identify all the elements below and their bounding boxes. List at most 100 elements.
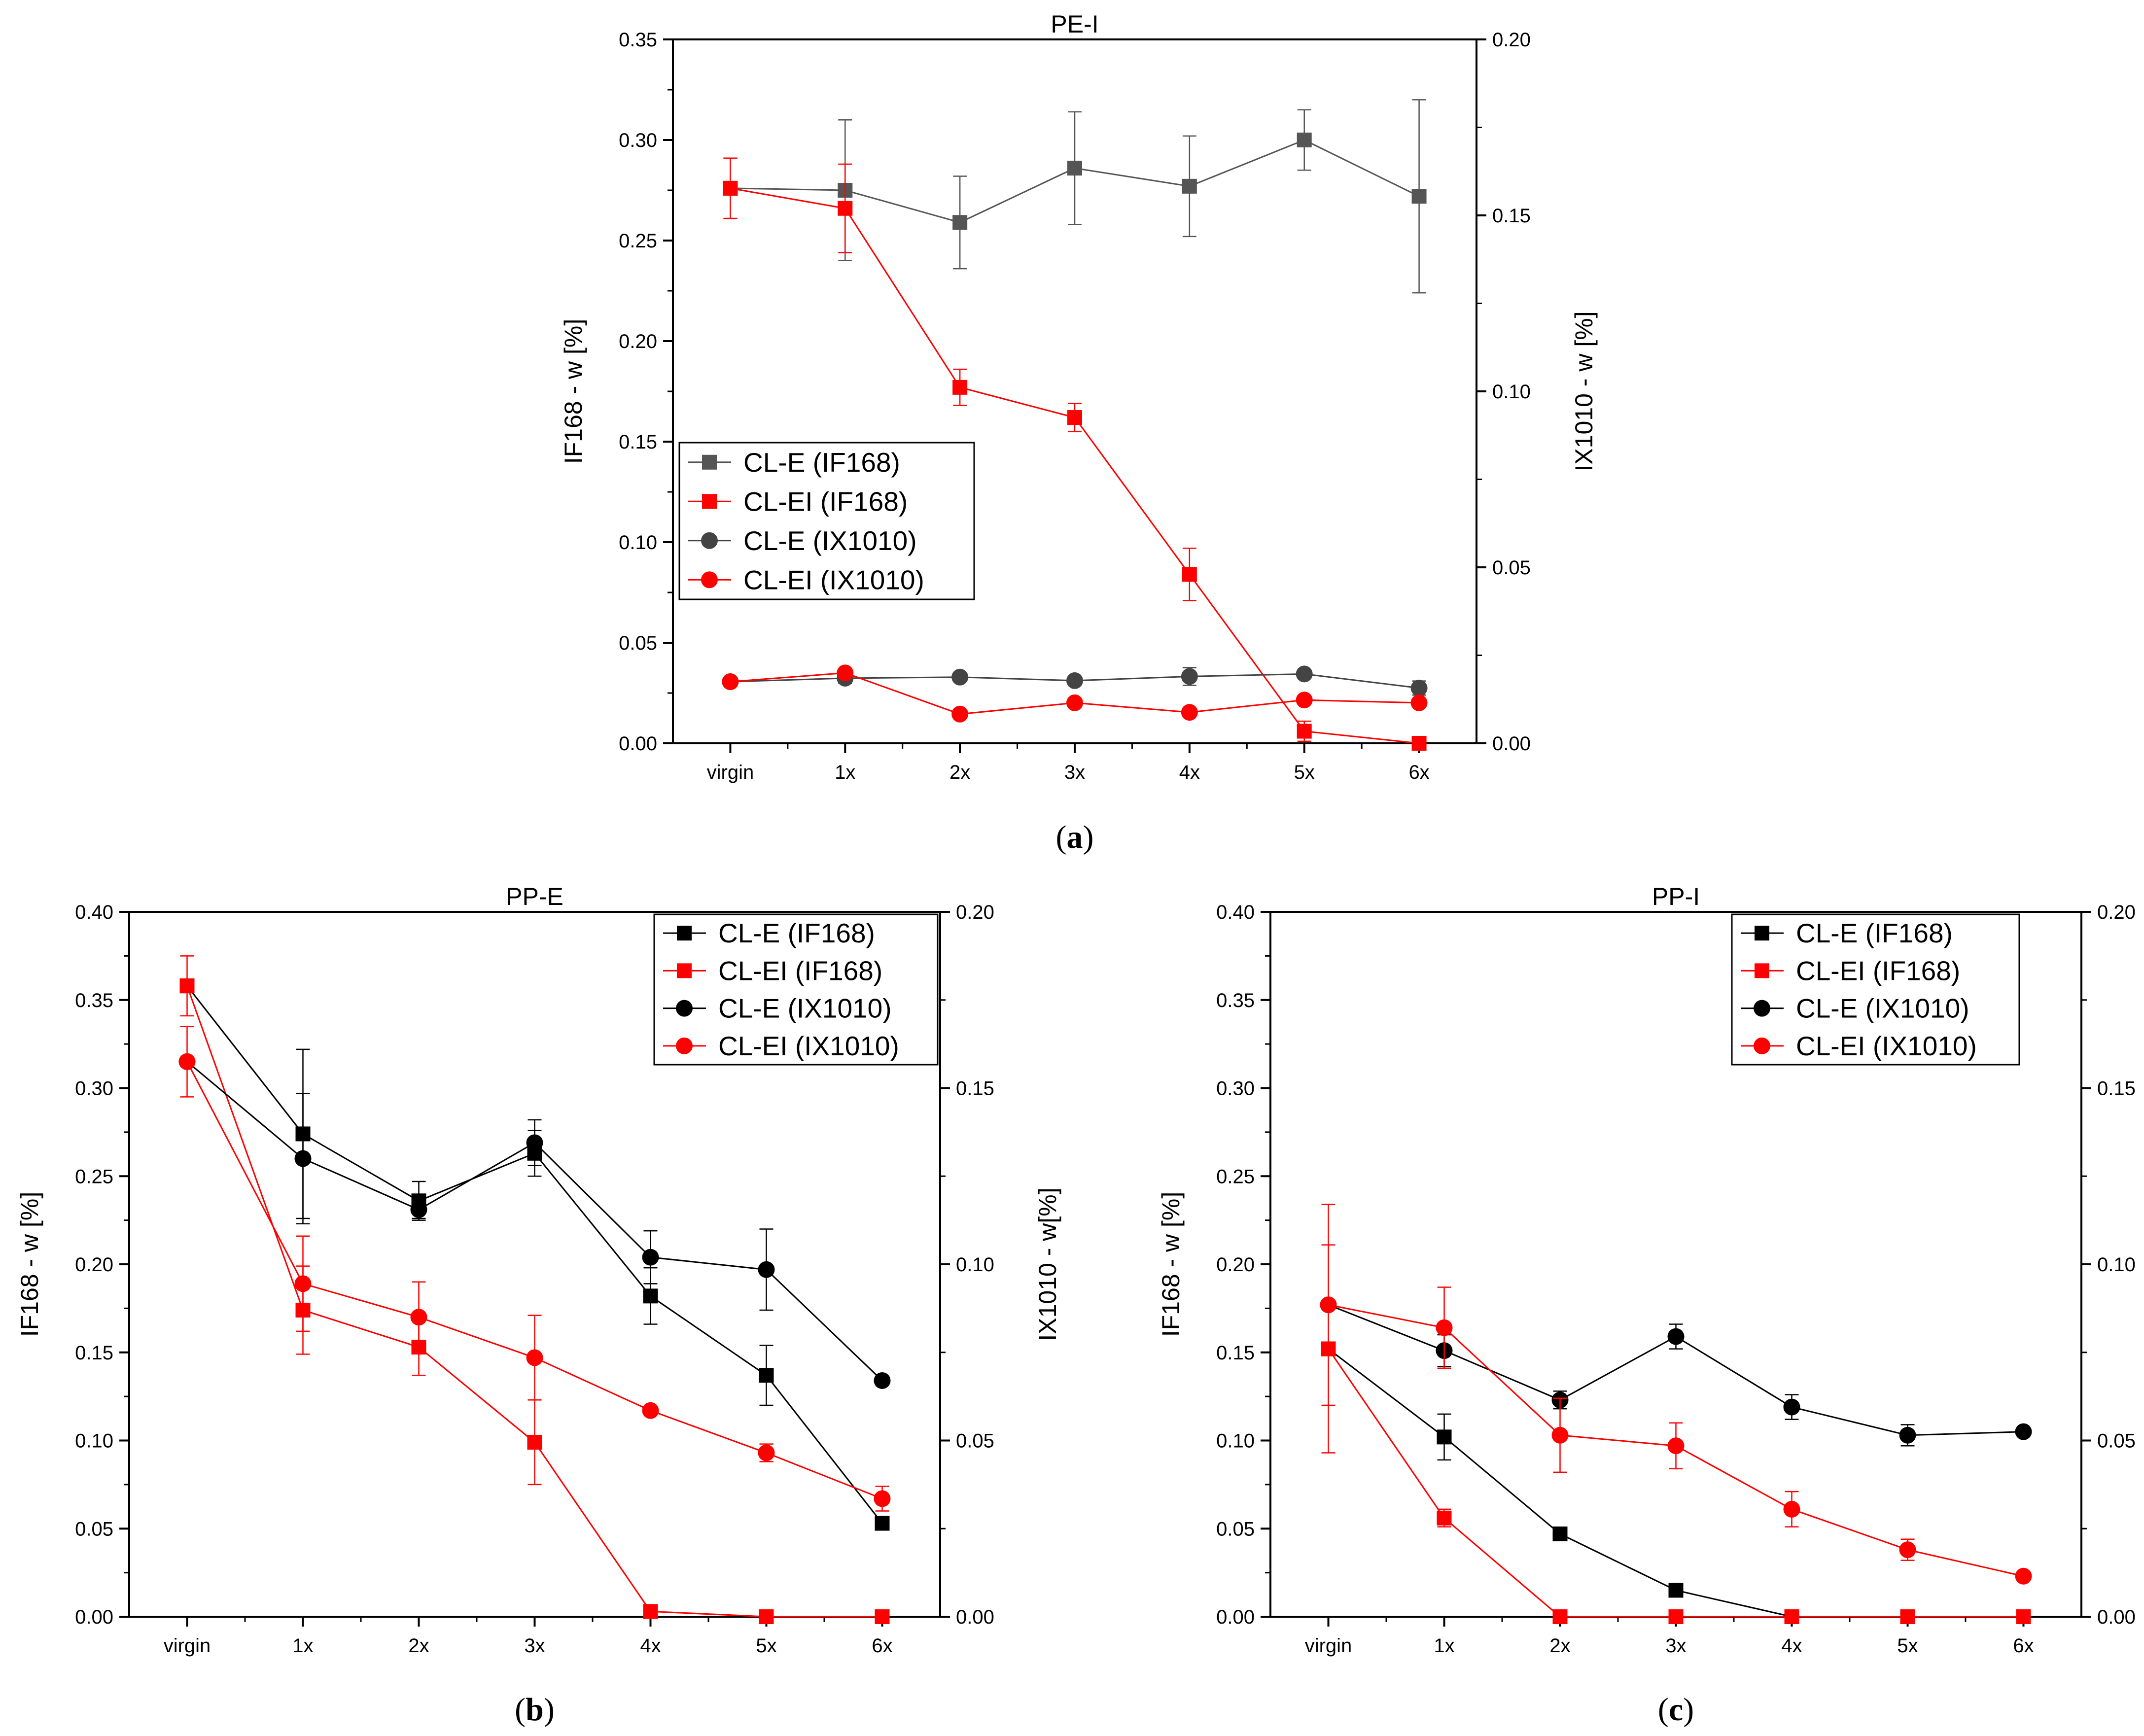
y-tick-label: 0.30 [75,1078,113,1100]
data-point [759,1368,774,1383]
data-point [874,1372,891,1389]
y-tick-label: 0.15 [1216,1342,1255,1364]
data-point [1552,1526,1568,1541]
y2-tick-label: 0.10 [956,1254,994,1276]
legend-label: CL-E (IF168) [743,447,900,478]
legend: CL-E (IF168) CL-EI (IF168) CL-E (IX1010) CL… [1731,913,2020,1066]
caption-letter: b [526,1692,544,1728]
chart-panel-a: PE-I 0.00 0.05 0.10 0.15 0.20 0.25 0.30 0.35 0.00… [560,10,1598,855]
data-point [178,1053,196,1070]
y2-tick-label: 0.00 [2097,1606,2136,1628]
caption-paren: ( [1658,1692,1669,1728]
y2-tick-label: 0.05 [1492,557,1531,579]
chart-panel-b: PP-E 0.00 0.05 0.10 0.15 0.20 0.25 0.30 0.35 0.40… [16,883,1061,1728]
y-tick-label: 0.30 [1216,1078,1255,1100]
caption-paren: ) [544,1692,555,1728]
legend: CL-E (IF168) CL-EI (IF168) CL-E (IX1010) CL… [678,442,975,600]
x-tick-label: 5x [1897,1635,1918,1657]
data-point [1066,672,1083,689]
data-point [1783,1398,1800,1416]
data-point [1182,178,1197,194]
legend-label: CL-EI (IF168) [743,486,908,517]
series-1 [1321,1244,2031,1624]
panel-caption: (a) [1056,819,1094,855]
data-point [1667,1437,1685,1455]
data-point [1067,161,1082,176]
caption-paren: ( [1056,819,1067,855]
chart-title: PE-I [1051,10,1098,38]
data-point [722,673,739,691]
data-point [951,668,969,686]
caption-paren: ( [515,1692,526,1728]
series-0 [1321,1341,2031,1624]
caption-paren: ) [1683,1692,1694,1728]
caption-paren: ) [1083,819,1094,855]
panel-caption: (b) [515,1692,555,1728]
legend-label: CL-E (IX1010) [718,993,892,1024]
x-tick-label: 1x [835,762,855,783]
y-tick-label: 0.30 [619,130,657,151]
data-point [1297,133,1312,147]
legend-label: CL-EI (IF168) [718,955,882,986]
data-point [1066,694,1083,711]
legend-marker [677,926,692,941]
series-3 [722,664,1428,723]
legend-marker [1754,1037,1770,1054]
data-point [1552,1609,1568,1624]
legend-marker [676,1000,693,1017]
data-point [758,1444,775,1461]
x-tick-label: 5x [756,1635,776,1657]
x-tick-label: 6x [1408,762,1429,783]
data-point [642,1402,659,1419]
data-point [1784,1609,1799,1624]
y-tick-label: 0.25 [1216,1166,1255,1187]
y2-tick-label: 0.00 [956,1606,994,1628]
legend-marker [676,1037,693,1054]
data-point [1410,679,1428,696]
legend-marker [702,454,717,470]
data-point [2015,1423,2032,1440]
y-tick-label: 0.40 [75,902,113,923]
legend-marker [1755,926,1769,941]
legend-label: CL-EI (IX1010) [743,564,924,595]
x-tick-label: 4x [640,1635,661,1657]
data-point [1667,1328,1685,1345]
data-point [526,1349,543,1366]
y2-tick-label: 0.05 [2097,1430,2136,1452]
legend-marker [677,963,692,978]
data-point [179,978,195,994]
y2-tick-label: 0.05 [956,1430,994,1452]
series-0 [723,99,1427,294]
data-point [759,1609,774,1624]
data-point [642,1249,659,1266]
x-tick-label: 3x [1665,1635,1686,1657]
y-tick-label: 0.15 [619,431,657,453]
y-axis-title: IF168 - w [%] [16,1192,43,1337]
y2-axis-title: IX1010 - w [%] [1570,311,1598,471]
legend-label: CL-E (IX1010) [743,525,917,556]
y-tick-label: 0.05 [619,632,657,654]
data-point [1668,1583,1684,1598]
legend-label: CL-E (IF168) [1796,918,1953,948]
legend-label: CL-E (IF168) [718,918,875,948]
data-point [1410,694,1428,711]
y-tick-label: 0.15 [75,1342,113,1364]
legend-box [653,913,939,1066]
chart-title: PP-E [506,883,563,910]
y-tick-label: 0.05 [1216,1518,1255,1540]
data-point [1668,1609,1684,1624]
series-line [1328,1348,2024,1618]
data-point [874,1490,891,1507]
data-point [643,1604,658,1619]
x-tick-label: virgin [1305,1635,1352,1657]
data-point [1411,189,1427,204]
y-tick-label: 0.10 [1216,1430,1255,1452]
y2-tick-label: 0.15 [2097,1078,2136,1100]
caption-letter: a [1067,819,1083,855]
data-point [1436,1319,1453,1336]
data-point [951,705,969,723]
data-point [1320,1296,1337,1314]
legend-marker [701,532,718,549]
data-point [526,1134,543,1151]
y-tick-label: 0.40 [1216,902,1255,923]
